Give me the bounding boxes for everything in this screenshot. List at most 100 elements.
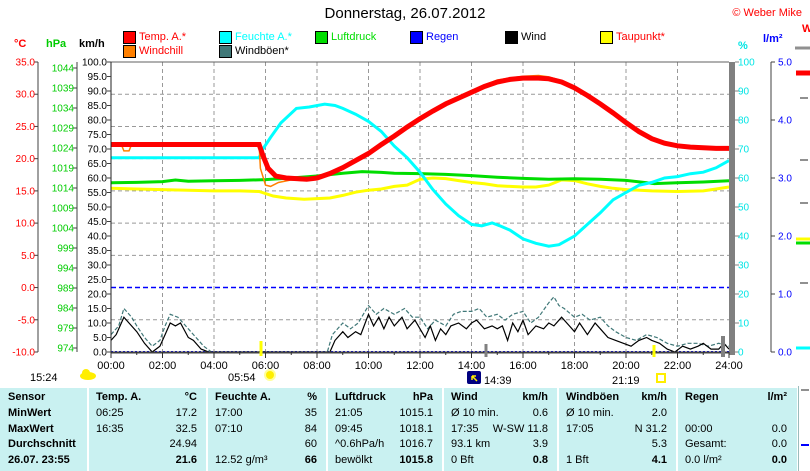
cutoff-edge-mark (796, 70, 810, 76)
axis-tick-label: 10 (738, 319, 750, 330)
page-title: Donnerstag, 26.07.2012 (324, 5, 486, 22)
axis-tick-label: 25.0 (88, 275, 108, 286)
table-cell-desc: Gesamt: (685, 438, 727, 451)
table-row-label: Sensor (8, 391, 46, 403)
table-row-label: MinWert (8, 406, 52, 419)
x-axis-tick-label: 12:00 (406, 360, 434, 372)
sunset-icon (656, 373, 666, 383)
table-row-label: 26.07. 23:55 (8, 454, 70, 467)
table-cell-desc: 17:35 (451, 422, 479, 435)
table-cell-desc: 21:05 (335, 406, 363, 419)
table-cell-value: 17.2 (175, 406, 197, 419)
moon-cloud-icon (82, 369, 90, 377)
table-cell-value: 3.9 (532, 438, 548, 451)
x-axis-tick-label: 20:00 (612, 360, 640, 372)
axis-tick-label: 0 (738, 348, 744, 359)
axis-tick-label: 30.0 (88, 261, 108, 272)
x-axis-tick-label: 02:00 (149, 360, 177, 372)
axis-tick-label: 70 (738, 145, 750, 156)
axis-tick-label: 1044 (52, 64, 75, 75)
x-axis-tick-label: 22:00 (664, 360, 692, 372)
cutoff-edge-mark (796, 241, 810, 245)
axis-tick-label: 30 (738, 261, 750, 272)
cutoff-edge-mark (796, 237, 810, 241)
series-luftdruck-line (110, 170, 730, 186)
axis-tick-label: 0.0 (778, 348, 792, 359)
axis-tick-label: 85.0 (88, 101, 108, 112)
x-axis-tick-label: 16:00 (509, 360, 537, 372)
legend-label: Windböen* (235, 45, 289, 57)
axis-tick-label: 20.0 (16, 154, 36, 165)
cutoff-edge-mark (800, 282, 808, 284)
axis-tick-label: 20 (738, 290, 750, 301)
table-cell-value: 0.8 (532, 454, 548, 467)
x-axis-tick-label: 24:00 (715, 360, 743, 372)
table-cell-value: 84 (304, 422, 317, 435)
table-cell-value: 32.5 (175, 422, 197, 435)
table-separator (676, 388, 678, 471)
series-windchill-line (111, 74, 729, 188)
copyright-text: © Weber Mike (732, 7, 802, 19)
axis-tick-label: 35.0 (88, 246, 108, 257)
axis-tick-label: 1.0 (778, 290, 792, 301)
legend-swatch (219, 45, 232, 58)
axis-tick-label: 40.0 (88, 232, 108, 243)
axis-tick-label: 90.0 (88, 87, 108, 98)
table-separator (557, 388, 559, 471)
sun-moon-axis-mark (484, 344, 488, 357)
table-cell-value: 66 (304, 454, 317, 467)
table-col-header: Windböen (566, 391, 620, 403)
axis-tick-label: 80.0 (88, 116, 108, 127)
axis-tick-label: 25.0 (16, 122, 36, 133)
sun-moon-time-label: 15:24 (30, 372, 58, 384)
sun-moon-axis-mark (721, 336, 725, 357)
axis-tick-label: 2.0 (778, 232, 792, 243)
axis-tick-label: 95.0 (88, 72, 108, 83)
table-cell-desc: Ø 10 min. (451, 406, 499, 419)
axis-tick-label: 50.0 (88, 203, 108, 214)
cutoff-edge-mark (800, 159, 808, 161)
table-separator (87, 388, 89, 471)
table-cell-value: 2.0 (651, 406, 667, 419)
axis-tick-label: 70.0 (88, 145, 108, 156)
table-cell-value: 24.94 (169, 438, 197, 451)
axis-tick-label: -10.0 (12, 348, 35, 359)
axis-unit-percent: % (738, 40, 748, 52)
moonrise-icon (467, 371, 481, 384)
cutoff-edge-mark (800, 97, 808, 99)
legend-swatch (505, 31, 518, 44)
plot-border-right-bar (729, 62, 735, 355)
table-cell-value: 1016.7 (399, 438, 433, 451)
legend-label: Regen (426, 31, 459, 43)
axis-tick-label: 65.0 (88, 159, 108, 170)
cutoff-edge-mark (800, 202, 808, 204)
table-cell-value: 0.0 (771, 422, 787, 435)
table-cell-desc: 1 Bft (566, 454, 589, 467)
sun-moon-axis-mark (652, 345, 656, 357)
table-cell-value: 1015.1 (399, 406, 433, 419)
series-windben-line (110, 295, 730, 353)
table-row-label: MaxWert (8, 422, 54, 435)
table-cell-desc: 00:00 (685, 422, 713, 435)
table-cell-value: 0.0 (771, 438, 787, 451)
x-axis-tick-label: 18:00 (561, 360, 589, 372)
series-feuchtea-line (111, 102, 730, 248)
x-axis-tick-label: 10:00 (355, 360, 383, 372)
table-cell-value: 5.3 (651, 438, 667, 451)
axis-tick-label: 1009 (52, 204, 75, 215)
axis-tick-label: 994 (57, 264, 74, 275)
moon-cloud-icon (80, 372, 96, 380)
moonrise-icon-arrow (471, 375, 478, 382)
axis-tick-label: 1004 (52, 224, 75, 235)
axis-tick-label: 15.0 (88, 304, 108, 315)
table-cell-value: W-SW 11.8 (492, 422, 548, 435)
axis-tick-label: 974 (57, 344, 74, 355)
table-col-unit: hPa (412, 391, 433, 403)
legend-label: Feuchte A.* (235, 31, 292, 43)
table-col-header: Regen (685, 391, 719, 403)
x-axis-tick-label: 06:00 (252, 360, 280, 372)
x-axis-tick-label: 04:00 (200, 360, 228, 372)
table-cell-value: 4.1 (651, 454, 667, 467)
axis-tick-label: -5.0 (18, 315, 36, 326)
table-cell-desc: 93.1 km (451, 438, 491, 451)
